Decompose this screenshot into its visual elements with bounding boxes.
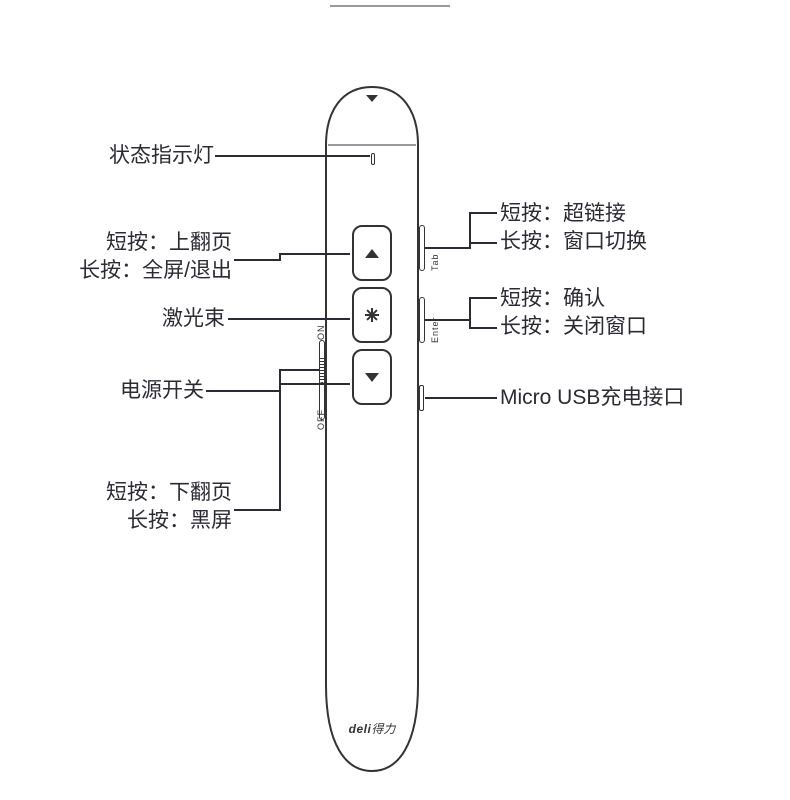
callout-page-up-btn: 短按：上翻页长按：全屏/退出 (79, 229, 232, 285)
leader-page-dn-btn (234, 384, 350, 510)
leader-page-up-btn (234, 254, 350, 260)
callout-status-led-line: 状态指示灯 (109, 142, 214, 170)
callout-page-up-btn-line: 长按：全屏/退出 (79, 257, 232, 285)
leader-power (206, 370, 320, 391)
callout-page-up-btn-line: 短按：上翻页 (79, 229, 232, 257)
callout-status-led: 状态指示灯 (109, 142, 214, 170)
callout-laser-line: 激光束 (162, 305, 225, 333)
callout-page-dn-btn: 短按：下翻页长按：黑屏 (106, 479, 232, 535)
callout-power-line: 电源开关 (120, 377, 204, 405)
leader-tab-btn (425, 213, 497, 248)
callout-tab-btn-line: 长按：窗口切换 (500, 228, 647, 256)
callout-laser: 激光束 (162, 305, 225, 333)
callout-power: 电源开关 (120, 377, 204, 405)
leader-enter-btn (425, 298, 497, 328)
callout-page-dn-btn-line: 短按：下翻页 (106, 479, 232, 507)
callout-tab-btn-line: 短按：超链接 (500, 200, 647, 228)
callout-usb: Micro USB充电接口 (500, 384, 684, 412)
callout-page-dn-btn-line: 长按：黑屏 (106, 507, 232, 535)
callout-enter-btn-line: 长按：关闭窗口 (500, 313, 647, 341)
callout-enter-btn-line: 短按：确认 (500, 285, 647, 313)
callout-usb-line: Micro USB充电接口 (500, 384, 684, 412)
callout-enter-btn: 短按：确认长按：关闭窗口 (500, 285, 647, 341)
callout-tab-btn: 短按：超链接长按：窗口切换 (500, 200, 647, 256)
